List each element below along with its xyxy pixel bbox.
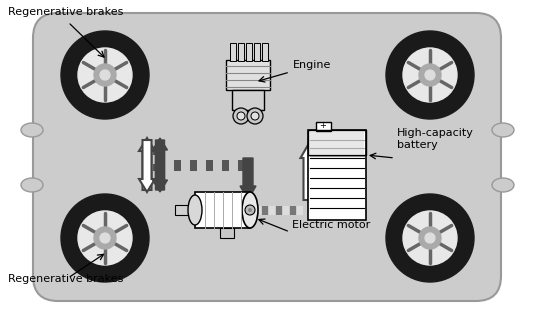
- Bar: [310, 132, 364, 154]
- Text: Regenerative brakes: Regenerative brakes: [8, 274, 124, 284]
- Circle shape: [403, 48, 457, 102]
- Bar: [297, 206, 303, 214]
- Bar: [174, 160, 181, 171]
- Circle shape: [245, 205, 255, 215]
- Circle shape: [94, 227, 116, 249]
- Text: Regenerative brakes: Regenerative brakes: [8, 7, 124, 17]
- FancyArrow shape: [152, 138, 167, 190]
- Bar: [255, 206, 261, 214]
- Text: +: +: [319, 121, 326, 131]
- Circle shape: [403, 211, 457, 265]
- FancyArrow shape: [139, 140, 155, 192]
- Circle shape: [61, 31, 149, 119]
- Circle shape: [237, 112, 245, 120]
- Bar: [290, 206, 296, 214]
- Bar: [190, 160, 197, 171]
- FancyArrow shape: [139, 138, 155, 190]
- Bar: [262, 43, 268, 61]
- Bar: [230, 43, 236, 61]
- Circle shape: [248, 208, 252, 212]
- Bar: [308, 130, 366, 220]
- Bar: [214, 160, 221, 171]
- Bar: [230, 160, 237, 171]
- Bar: [220, 228, 234, 238]
- Bar: [232, 90, 264, 110]
- Circle shape: [78, 48, 132, 102]
- Ellipse shape: [21, 123, 43, 137]
- Circle shape: [100, 70, 110, 80]
- Bar: [152, 148, 164, 155]
- FancyArrow shape: [301, 145, 316, 200]
- Text: Engine: Engine: [293, 60, 331, 70]
- Ellipse shape: [21, 178, 43, 192]
- Ellipse shape: [242, 192, 258, 228]
- Text: Electric motor: Electric motor: [292, 220, 370, 230]
- Circle shape: [78, 211, 132, 265]
- Bar: [248, 206, 254, 214]
- Bar: [243, 179, 253, 185]
- Bar: [222, 160, 229, 171]
- Circle shape: [386, 31, 474, 119]
- Bar: [152, 164, 164, 171]
- Ellipse shape: [492, 123, 514, 137]
- Bar: [276, 206, 282, 214]
- Bar: [262, 206, 268, 214]
- Bar: [316, 122, 331, 131]
- Circle shape: [94, 64, 116, 86]
- Bar: [243, 186, 253, 192]
- Bar: [269, 206, 275, 214]
- Bar: [198, 160, 205, 171]
- FancyArrow shape: [240, 158, 256, 200]
- Circle shape: [251, 112, 259, 120]
- Bar: [238, 43, 244, 61]
- FancyBboxPatch shape: [33, 13, 501, 301]
- Ellipse shape: [188, 195, 202, 225]
- Bar: [158, 160, 165, 171]
- Bar: [243, 165, 253, 171]
- Circle shape: [386, 194, 474, 282]
- Circle shape: [100, 233, 110, 243]
- Circle shape: [233, 108, 249, 124]
- Bar: [243, 172, 253, 178]
- FancyArrow shape: [152, 140, 167, 192]
- Bar: [303, 189, 312, 195]
- Bar: [254, 43, 260, 61]
- Bar: [152, 156, 164, 163]
- Circle shape: [425, 70, 435, 80]
- Bar: [246, 43, 252, 61]
- Bar: [308, 130, 366, 155]
- Circle shape: [425, 233, 435, 243]
- Circle shape: [419, 227, 441, 249]
- Bar: [238, 160, 245, 171]
- Bar: [226, 60, 270, 90]
- Bar: [175, 205, 197, 215]
- Bar: [283, 206, 289, 214]
- Circle shape: [247, 108, 263, 124]
- Circle shape: [419, 64, 441, 86]
- Bar: [182, 160, 189, 171]
- Text: High-capacity
battery: High-capacity battery: [397, 128, 474, 150]
- Bar: [166, 160, 173, 171]
- Bar: [152, 172, 164, 179]
- Ellipse shape: [492, 178, 514, 192]
- Bar: [206, 160, 213, 171]
- Bar: [195, 192, 250, 228]
- Circle shape: [61, 194, 149, 282]
- Bar: [303, 182, 312, 188]
